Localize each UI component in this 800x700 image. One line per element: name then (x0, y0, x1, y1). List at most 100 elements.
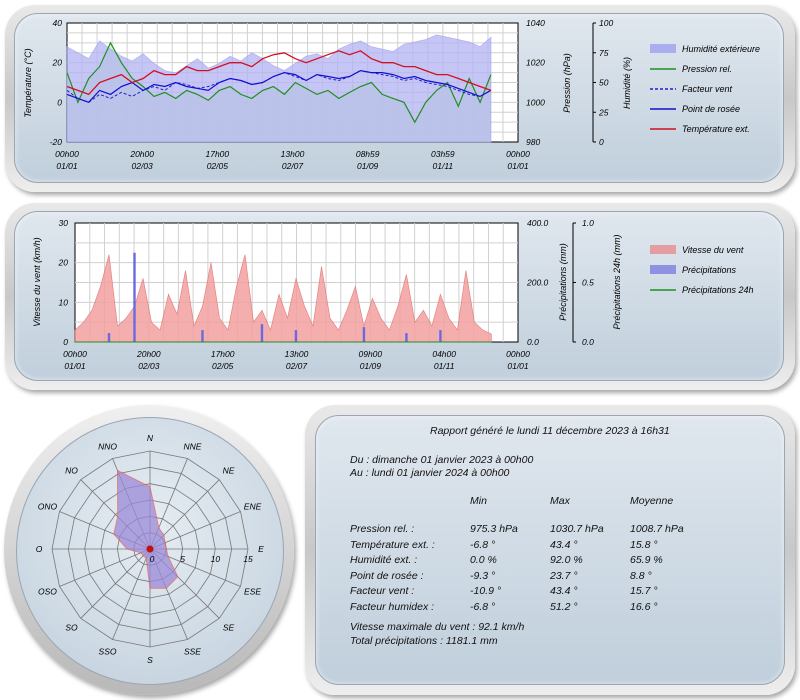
report-row-label: Humidité ext. : (350, 554, 418, 566)
rose-direction-label: NNO (98, 441, 117, 451)
rose-center (146, 545, 154, 553)
pressure-axis-label: Pression (hPa) (562, 53, 572, 113)
legend-label: Précipitations (682, 265, 737, 275)
x-tick-time: 09h00 (359, 349, 383, 359)
wind-speed-area (74, 254, 492, 343)
rose-direction-label: SSE (184, 647, 201, 657)
rain24-axis-tick: 0.0 (582, 337, 594, 347)
temperature-line (66, 50, 492, 96)
rain-bar (362, 327, 366, 342)
x-tick-time: 20h00 (136, 349, 161, 359)
rose-direction-label: NNE (184, 441, 202, 451)
report-row-avg: 65.9 % (630, 554, 663, 566)
report-max-wind: Vitesse maximale du vent : 92.1 km/h (350, 621, 525, 633)
pressure-line (66, 41, 492, 124)
humidity-axis-tick: 75 (599, 48, 609, 58)
legend-swatch (650, 245, 676, 254)
legend-label: Température ext. (682, 124, 750, 134)
wind-rose-chart: N NNE NE ENE E ESE SE SSE S SSO SO OSO O ONO NO NNO 0 5 10… (36, 433, 264, 665)
rose-direction-label: E (258, 544, 264, 554)
header-avg: Moyenne (630, 495, 674, 507)
wind-rose-panel: N NNE NE ENE E ESE SE SSE S SSO SO OSO O ONO NO NNO 0 5 10… (4, 405, 296, 697)
rose-direction-label: O (36, 544, 43, 554)
x-tick-time: 00h00 (506, 149, 530, 159)
report-row-avg: 16.6 ° (630, 600, 658, 613)
rain24-axis-tick: 0.5 (582, 278, 594, 288)
temp-axis-tick: 40 (53, 18, 63, 28)
header-min: Min (470, 495, 487, 507)
rose-spoke (80, 548, 151, 619)
x-tick-time: 13h00 (281, 149, 305, 159)
report-panel: Rapport généré le lundi 11 décembre 2023… (305, 405, 795, 695)
rose-direction-label: SO (65, 622, 78, 632)
report-row-avg: 15.8 ° (630, 538, 658, 551)
x-tick-time: 04h00 (432, 349, 456, 359)
x-tick-date: 01/11 (433, 161, 454, 171)
temp-axis-tick: 0 (57, 97, 62, 107)
report-row-max: 51.2 ° (550, 600, 578, 613)
report-row-label: Température ext. : (350, 538, 435, 551)
report-row-max: 92.0 % (550, 554, 583, 566)
x-tick-date: 01/11 (434, 361, 455, 371)
rose-direction-label: SSO (99, 647, 117, 657)
humidity-axis-tick: 0 (599, 137, 604, 147)
report-row-label: Point de rosée : (350, 569, 424, 582)
x-tick-time: 00h00 (63, 349, 87, 359)
rose-direction-label: ONO (38, 502, 58, 512)
rain-axis-tick: 0.0 (527, 337, 539, 347)
report-row-min: -6.8 ° (470, 600, 496, 613)
wind-chart: 30 20 10 0 400.0 200.0 0.0 1.0 0.5 0.0 Vitesse du … (32, 218, 754, 371)
temp-axis-tick: 20 (52, 58, 63, 68)
humidity-axis-tick: 25 (598, 107, 609, 117)
report-row-avg: 15.7 ° (630, 585, 658, 597)
rain-bar (439, 330, 442, 342)
legend-swatch (650, 44, 676, 53)
report-row-min: -9.3 ° (470, 569, 496, 582)
temp-axis-label: Température (°C) (23, 48, 33, 117)
report-row-min: 975.3 hPa (470, 523, 518, 535)
legend-label: Facteur vent (682, 84, 733, 94)
rain-axis-label: Précipitations (mm) (558, 243, 568, 321)
rose-spoke (112, 548, 151, 640)
report-row-max: 1030.7 hPa (550, 523, 604, 535)
rain-bar (405, 333, 408, 342)
report-row-label: Pression rel. : (350, 523, 415, 535)
x-tick-time: 00h00 (506, 349, 530, 359)
pressure-axis-tick: 1040 (526, 18, 545, 28)
rain-bar (133, 252, 136, 342)
temperature-chart: 40 20 0 -20 1040 1020 1000 980 100 75 50 25 0 Tempéra… (23, 18, 760, 171)
pressure-axis-tick: 1000 (526, 97, 545, 107)
report-to: Au : lundi 01 janvier 2024 à 00h00 (350, 467, 510, 479)
wind-axis-tick: 0 (63, 337, 68, 347)
x-tick-date: 02/07 (282, 161, 304, 171)
rain24-axis-tick: 1.0 (582, 218, 594, 228)
x-tick-date: 02/05 (212, 361, 234, 371)
rain-bar (294, 330, 298, 342)
x-tick-date: 01/01 (64, 361, 86, 371)
report-row-max: 43.4 ° (550, 585, 578, 597)
rose-direction-label: NO (65, 466, 78, 476)
rose-direction-label: ESE (244, 586, 261, 596)
legend-label: Point de rosée (682, 104, 740, 114)
humidity-axis-tick: 50 (599, 78, 609, 88)
legend-swatch (650, 265, 676, 274)
rose-direction-label: SE (223, 622, 235, 632)
humidity-axis-label: Humidité (%) (622, 57, 632, 109)
report-row-label: Facteur vent : (350, 585, 415, 597)
rose-ring-label: 10 (211, 554, 221, 564)
x-tick-date: 02/07 (286, 361, 308, 371)
rose-ring-label: 5 (180, 554, 185, 564)
x-tick-date: 01/01 (507, 161, 529, 171)
dew-point-line (66, 69, 492, 104)
wind-axis-tick: 30 (59, 218, 69, 228)
legend-label: Vitesse du vent (682, 245, 744, 255)
rose-direction-label: N (147, 433, 154, 443)
report-row-label: Facteur humidex : (350, 600, 435, 613)
rose-direction-label: ENE (244, 502, 262, 512)
report-total-rain: Total précipitations : 1181.1 mm (350, 635, 498, 647)
x-tick-time: 03h59 (431, 149, 455, 159)
rain-axis-tick: 200.0 (526, 278, 549, 288)
report-from: Du : dimanche 01 janvier 2023 à 00h00 (350, 454, 534, 466)
humidity-area (66, 34, 492, 143)
rose-direction-label: OSO (38, 586, 57, 596)
